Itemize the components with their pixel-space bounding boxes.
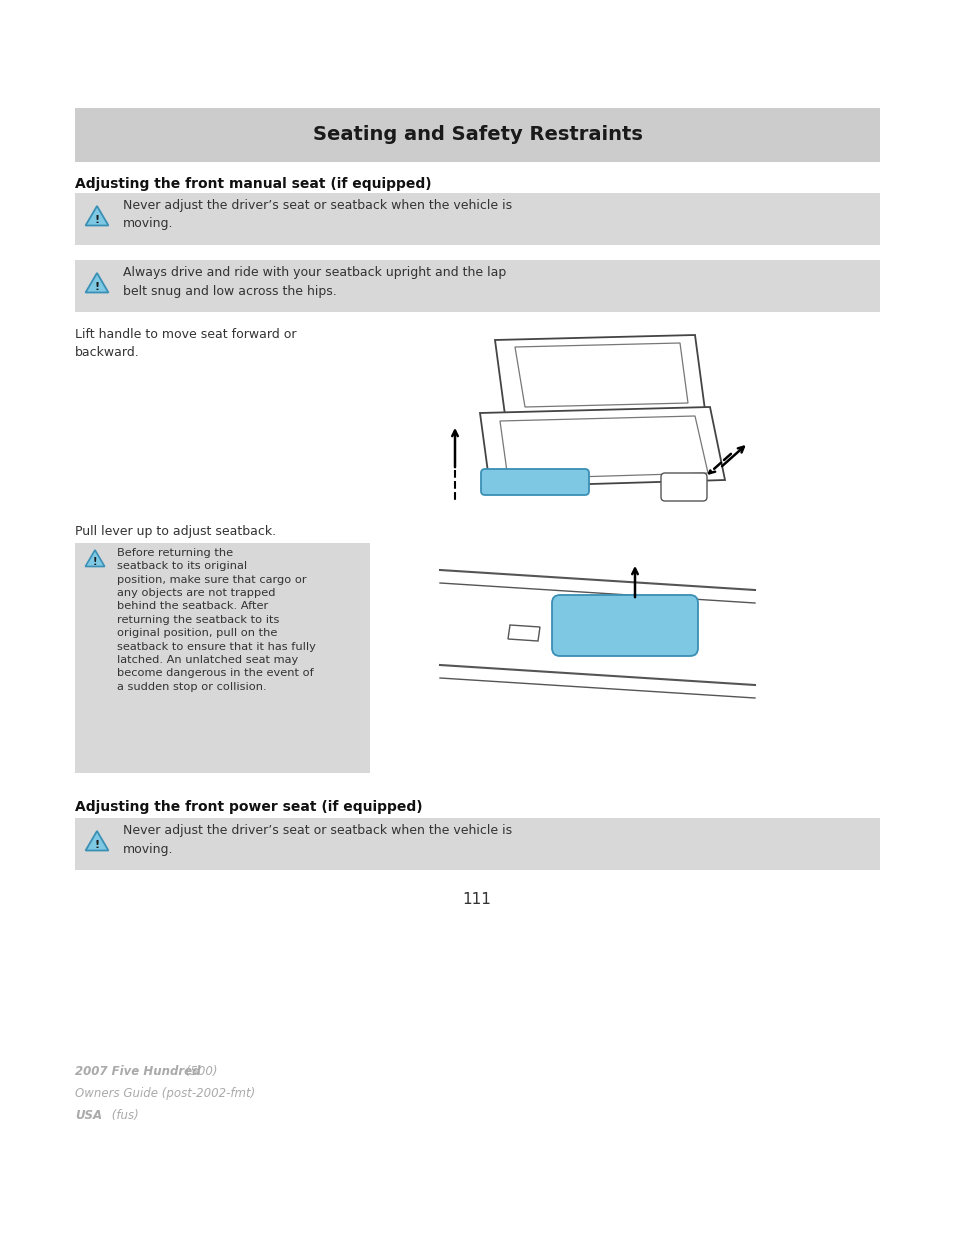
Text: Seating and Safety Restraints: Seating and Safety Restraints [313, 126, 641, 144]
Polygon shape [495, 335, 704, 415]
Polygon shape [86, 831, 109, 851]
Text: !: ! [92, 557, 97, 567]
Bar [75, 261, 879, 312]
Text: Before returning the
seatback to its original
position, make sure that cargo or
: Before returning the seatback to its ori… [117, 548, 315, 692]
Bar [75, 107, 879, 162]
Text: Adjusting the front manual seat (if equipped): Adjusting the front manual seat (if equi… [75, 177, 431, 191]
Text: (fus): (fus) [108, 1109, 138, 1123]
Polygon shape [85, 550, 105, 567]
FancyBboxPatch shape [552, 595, 698, 656]
Text: (500): (500) [182, 1065, 217, 1078]
Text: USA: USA [75, 1109, 102, 1123]
Text: Always drive and ride with your seatback upright and the lap
belt snug and low a: Always drive and ride with your seatback… [123, 266, 506, 298]
Text: Pull lever up to adjust seatback.: Pull lever up to adjust seatback. [75, 525, 275, 538]
Bar [75, 543, 370, 773]
Text: Never adjust the driver’s seat or seatback when the vehicle is
moving.: Never adjust the driver’s seat or seatba… [123, 199, 512, 231]
FancyBboxPatch shape [660, 473, 706, 501]
Bar [75, 193, 879, 245]
Polygon shape [479, 408, 724, 487]
Text: Lift handle to move seat forward or
backward.: Lift handle to move seat forward or back… [75, 329, 296, 359]
Text: Owners Guide (post-2002-fmt): Owners Guide (post-2002-fmt) [75, 1087, 255, 1100]
Polygon shape [86, 206, 109, 226]
Text: Never adjust the driver’s seat or seatback when the vehicle is
moving.: Never adjust the driver’s seat or seatba… [123, 824, 512, 856]
Text: !: ! [94, 282, 99, 291]
Text: Adjusting the front power seat (if equipped): Adjusting the front power seat (if equip… [75, 800, 422, 814]
Polygon shape [507, 625, 539, 641]
FancyBboxPatch shape [480, 469, 588, 495]
Polygon shape [86, 273, 109, 293]
Text: !: ! [94, 840, 99, 850]
Text: 111: 111 [462, 892, 491, 906]
Text: !: ! [94, 215, 99, 225]
Text: 2007 Five Hundred: 2007 Five Hundred [75, 1065, 200, 1078]
Bar [75, 818, 879, 869]
